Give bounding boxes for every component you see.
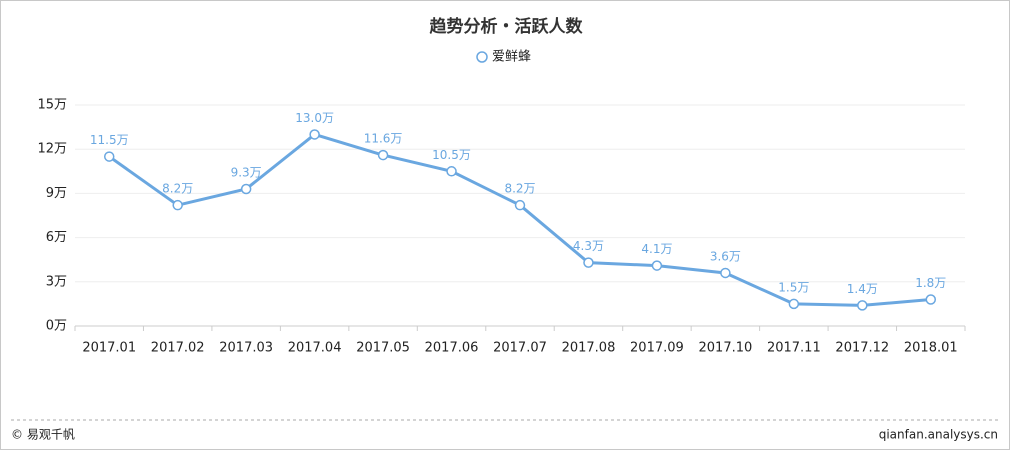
x-tick-label: 2017.03 (219, 341, 273, 356)
data-point (514, 199, 526, 211)
data-point (651, 260, 663, 271)
data-label: 1.4万 (847, 282, 878, 296)
data-point (103, 151, 115, 162)
data-label: 1.5万 (778, 280, 809, 294)
data-label: 8.2万 (504, 182, 535, 196)
y-tick-label: 15万 (37, 98, 67, 113)
x-tick-label: 2017.01 (82, 341, 136, 356)
footer-right: qianfan.analysys.cn (879, 428, 998, 442)
data-point (446, 166, 457, 177)
x-tick-label: 2017.05 (356, 341, 410, 356)
chart-title: 趋势分析・活跃人数 (430, 16, 584, 37)
data-label: 8.2万 (162, 182, 193, 196)
x-tick-label: 2017.04 (288, 341, 342, 356)
data-point (240, 183, 252, 195)
x-tick-label: 2017.08 (562, 341, 616, 356)
footer-left: © 易观千帆 (11, 427, 75, 442)
data-label: 11.6万 (364, 132, 403, 146)
data-point (788, 298, 800, 310)
data-point (857, 300, 868, 311)
y-tick-label: 3万 (46, 274, 67, 289)
data-label: 9.3万 (231, 165, 262, 179)
data-point (583, 257, 594, 268)
y-tick-label: 9万 (46, 186, 67, 201)
data-label: 4.1万 (641, 242, 672, 256)
data-label: 1.8万 (915, 276, 946, 290)
data-label: 10.5万 (432, 148, 471, 162)
x-tick-label: 2017.02 (151, 341, 205, 356)
legend-swatch (476, 51, 488, 63)
data-point (377, 149, 389, 161)
x-tick-label: 2017.07 (493, 341, 547, 356)
data-point (720, 267, 731, 279)
y-tick-label: 12万 (37, 142, 67, 157)
legend-label[interactable]: 爱鲜蜂 (492, 50, 531, 65)
x-tick-label: 2017.06 (425, 341, 479, 356)
data-label: 3.6万 (710, 249, 741, 263)
y-tick-label: 0万 (46, 319, 67, 334)
x-tick-label: 2017.12 (835, 341, 889, 356)
x-tick-label: 2018.01 (904, 341, 958, 356)
data-point (925, 294, 937, 305)
data-point (309, 129, 320, 140)
x-tick-label: 2017.09 (630, 341, 684, 356)
data-point (172, 199, 183, 211)
x-tick-label: 2017.10 (699, 341, 753, 356)
data-label: 4.3万 (573, 239, 604, 253)
data-label: 13.0万 (295, 111, 334, 125)
data-label: 11.5万 (90, 133, 129, 147)
x-tick-label: 2017.11 (767, 341, 821, 356)
y-tick-label: 6万 (46, 230, 67, 245)
